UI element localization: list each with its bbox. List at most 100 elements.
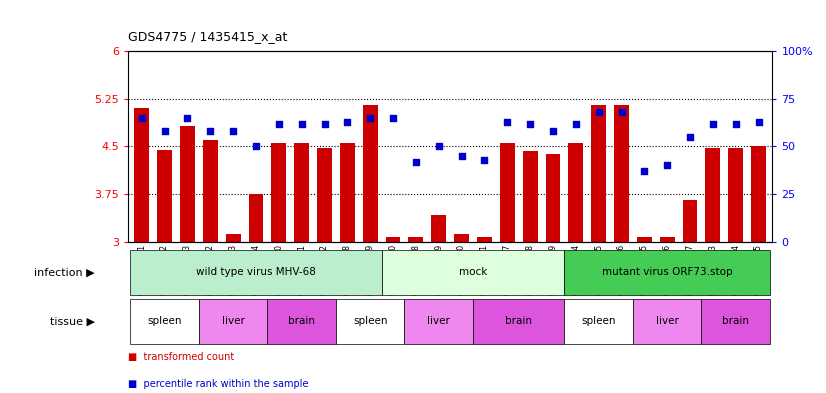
Point <box>477 156 491 163</box>
Point <box>569 120 582 127</box>
Text: GSM1243466: GSM1243466 <box>662 244 672 296</box>
Text: GSM1243474: GSM1243474 <box>572 244 581 296</box>
Point <box>524 120 537 127</box>
Text: GSM1243471: GSM1243471 <box>137 244 146 295</box>
Bar <box>660 237 675 242</box>
Bar <box>701 299 770 344</box>
Text: GSM1243485: GSM1243485 <box>754 244 763 295</box>
Bar <box>729 148 743 242</box>
Text: infection ▶: infection ▶ <box>35 267 95 277</box>
Text: GSM1243458: GSM1243458 <box>411 244 420 295</box>
Bar <box>203 140 218 242</box>
Text: GSM1243482: GSM1243482 <box>320 244 329 295</box>
Bar <box>523 151 538 242</box>
Point <box>341 118 354 125</box>
Bar <box>317 148 332 242</box>
Point <box>135 115 149 121</box>
Text: GSM1243469: GSM1243469 <box>366 244 375 296</box>
Bar <box>500 143 515 242</box>
Bar <box>363 105 377 242</box>
Text: brain: brain <box>288 316 316 326</box>
Point <box>204 128 217 134</box>
Text: GSM1243468: GSM1243468 <box>343 244 352 295</box>
Bar <box>135 108 150 242</box>
Point <box>295 120 308 127</box>
Bar <box>405 299 473 344</box>
Point <box>432 143 445 149</box>
Point <box>706 120 719 127</box>
Point <box>158 128 171 134</box>
Bar <box>157 150 172 242</box>
Bar <box>340 143 355 242</box>
Text: mutant virus ORF73.stop: mutant virus ORF73.stop <box>602 267 733 277</box>
Point <box>249 143 263 149</box>
Bar <box>564 250 770 295</box>
Text: spleen: spleen <box>582 316 616 326</box>
Text: GSM1243465: GSM1243465 <box>640 244 649 296</box>
Text: GSM1243475: GSM1243475 <box>594 244 603 296</box>
Text: liver: liver <box>221 316 244 326</box>
Text: GSM1243461: GSM1243461 <box>480 244 489 295</box>
Point <box>363 115 377 121</box>
Text: GSM1243484: GSM1243484 <box>731 244 740 295</box>
Point <box>683 134 696 140</box>
Point <box>752 118 765 125</box>
Text: spleen: spleen <box>147 316 182 326</box>
Text: GSM1243479: GSM1243479 <box>548 244 558 296</box>
Text: GDS4775 / 1435415_x_at: GDS4775 / 1435415_x_at <box>128 30 287 43</box>
Text: GSM1243460: GSM1243460 <box>457 244 466 296</box>
Point <box>226 128 240 134</box>
Point <box>638 168 651 174</box>
Point <box>661 162 674 169</box>
Text: brain: brain <box>506 316 532 326</box>
Bar <box>199 299 268 344</box>
Text: liver: liver <box>656 316 679 326</box>
Text: brain: brain <box>722 316 749 326</box>
Bar <box>751 146 766 242</box>
Point <box>592 109 605 115</box>
Bar <box>564 299 633 344</box>
Text: GSM1243476: GSM1243476 <box>617 244 626 296</box>
Bar <box>386 237 401 242</box>
Text: GSM1243477: GSM1243477 <box>503 244 512 296</box>
Bar <box>568 143 583 242</box>
Bar <box>409 237 424 242</box>
Bar <box>249 194 263 242</box>
Text: GSM1243459: GSM1243459 <box>434 244 444 296</box>
Text: liver: liver <box>427 316 450 326</box>
Point <box>387 115 400 121</box>
Bar <box>454 234 469 242</box>
Bar <box>705 148 720 242</box>
Bar <box>294 143 309 242</box>
Bar <box>473 299 564 344</box>
Text: wild type virus MHV-68: wild type virus MHV-68 <box>196 267 316 277</box>
Text: mock: mock <box>458 267 487 277</box>
Text: GSM1243483: GSM1243483 <box>709 244 718 295</box>
Bar <box>477 237 491 242</box>
Bar <box>614 105 629 242</box>
Bar <box>131 299 199 344</box>
Text: spleen: spleen <box>353 316 387 326</box>
Text: GSM1243478: GSM1243478 <box>525 244 534 295</box>
Point <box>455 153 468 159</box>
Text: GSM1243481: GSM1243481 <box>297 244 306 295</box>
Point <box>410 158 423 165</box>
Bar <box>336 299 405 344</box>
Text: ■  percentile rank within the sample: ■ percentile rank within the sample <box>128 379 309 389</box>
Point <box>181 115 194 121</box>
Bar <box>545 154 560 242</box>
Text: GSM1243480: GSM1243480 <box>274 244 283 295</box>
Text: ■  transformed count: ■ transformed count <box>128 352 235 362</box>
Bar <box>431 215 446 242</box>
Point <box>318 120 331 127</box>
Text: GSM1243473: GSM1243473 <box>183 244 192 296</box>
Text: GSM1243464: GSM1243464 <box>251 244 260 296</box>
Bar <box>131 250 382 295</box>
Bar <box>382 250 564 295</box>
Bar <box>225 234 240 242</box>
Point <box>273 120 286 127</box>
Bar <box>682 200 697 242</box>
Point <box>546 128 559 134</box>
Point <box>615 109 628 115</box>
Point <box>729 120 743 127</box>
